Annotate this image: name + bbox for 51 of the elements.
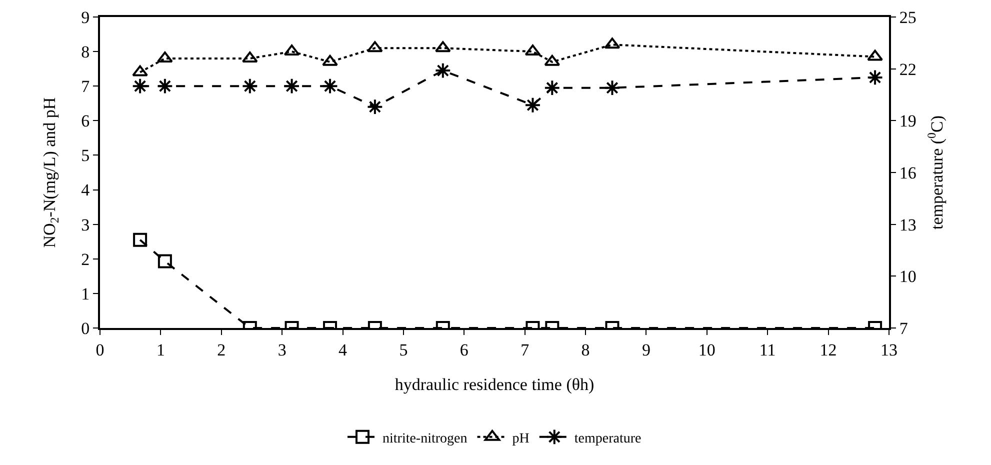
y2-tick-label: 22	[899, 60, 916, 79]
y2-tick-label: 16	[899, 163, 916, 182]
x-axis-title: hydraulic residence time (θh)	[394, 375, 594, 394]
point	[322, 54, 338, 66]
x-tick-label: 5	[399, 340, 408, 360]
y-tick-label: 2	[81, 250, 90, 269]
x-tick-label: 6	[460, 340, 468, 360]
x-tick-label: 1	[156, 340, 165, 360]
point	[132, 65, 148, 76]
y-tick-label: 5	[81, 146, 90, 166]
point	[366, 98, 384, 116]
point	[604, 80, 620, 96]
x-tick-label: 7	[520, 340, 530, 360]
point	[367, 41, 383, 52]
x-tick-label: 10	[698, 340, 716, 360]
point	[322, 78, 338, 94]
x-tick-label: 2	[217, 340, 226, 360]
legend-label: temperature	[574, 431, 642, 446]
point	[242, 78, 258, 94]
x-tick-label: 3	[278, 340, 286, 360]
legend-label: pH	[512, 431, 530, 446]
y2-tick-label: 7	[899, 318, 908, 338]
point	[156, 78, 174, 94]
point	[132, 78, 148, 94]
y-tick-label: 0	[81, 318, 90, 338]
point	[866, 69, 884, 86]
y2-tick-label: 25	[899, 8, 916, 27]
y2-tick-label: 13	[899, 215, 916, 234]
y2-tick-label: 19	[899, 112, 916, 131]
point	[524, 96, 541, 114]
y-tick-label: 3	[81, 215, 90, 234]
x-tick-label: 9	[642, 340, 650, 360]
y-tick-label: 8	[81, 42, 90, 62]
point	[284, 78, 300, 94]
y-tick-label: 6	[81, 112, 90, 131]
x-tick-label: 8	[581, 340, 590, 360]
y-tick-label: 7	[81, 77, 90, 96]
x-tick-label: 0	[96, 340, 104, 360]
point	[544, 80, 560, 96]
y-tick-label: 1	[81, 284, 90, 304]
legend-label: nitrite-nitrogen	[382, 431, 468, 446]
x-tick-label: 12	[820, 340, 837, 360]
x-tick-label: 13	[880, 340, 898, 360]
point	[157, 51, 173, 62]
point	[867, 50, 883, 61]
y-tick-label: 9	[81, 8, 90, 27]
x-tick-label: 11	[759, 340, 776, 360]
point	[434, 62, 452, 79]
y-tick-label: 4	[81, 180, 90, 200]
x-tick-label: 4	[338, 340, 348, 360]
y2-tick-label: 10	[899, 267, 916, 286]
